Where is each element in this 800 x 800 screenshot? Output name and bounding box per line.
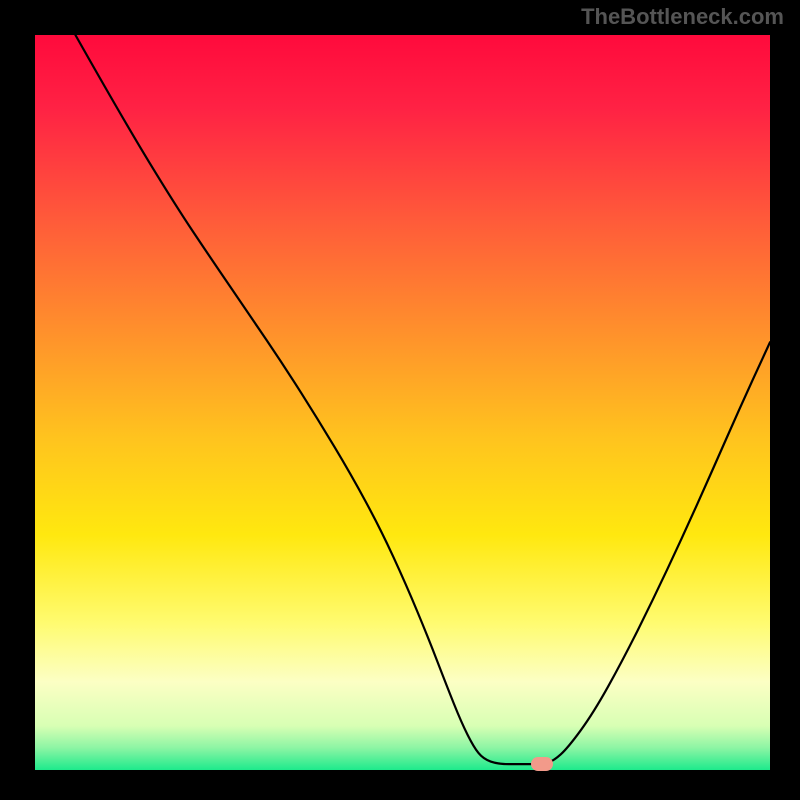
chart-container: TheBottleneck.com [0,0,800,800]
minimum-marker [531,757,553,771]
watermark-text: TheBottleneck.com [581,4,784,30]
bottleneck-curve [0,0,800,800]
